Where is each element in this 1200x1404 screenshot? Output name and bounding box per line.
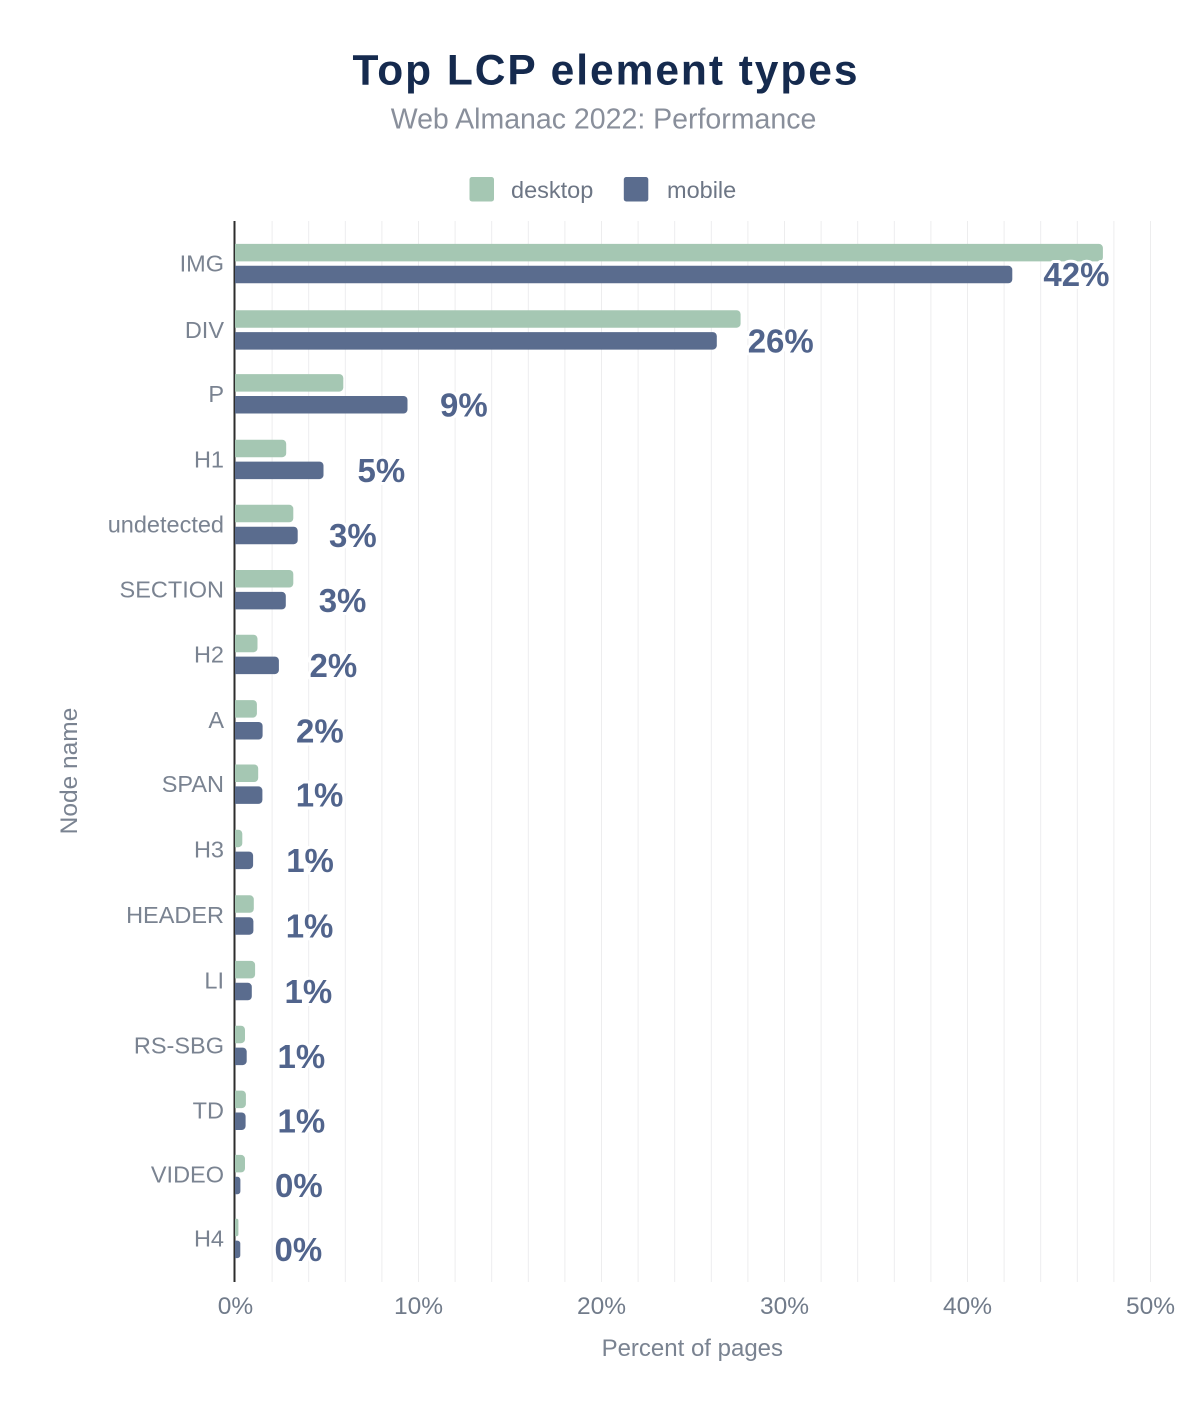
- svg-text:Web Almanac 2022: Performance: Web Almanac 2022: Performance: [391, 104, 817, 136]
- svg-text:undetected: undetected: [108, 512, 224, 538]
- svg-text:RS-SBG: RS-SBG: [134, 1032, 224, 1058]
- svg-text:1%: 1%: [278, 1103, 326, 1140]
- svg-text:SPAN: SPAN: [162, 771, 224, 797]
- svg-text:IMG: IMG: [180, 251, 224, 277]
- svg-text:SECTION: SECTION: [120, 577, 224, 603]
- svg-text:2%: 2%: [310, 647, 358, 684]
- svg-text:10%: 10%: [394, 1293, 443, 1320]
- svg-text:P: P: [208, 381, 224, 407]
- svg-text:0%: 0%: [275, 1167, 323, 1204]
- svg-text:5%: 5%: [358, 452, 406, 489]
- svg-text:2%: 2%: [296, 712, 344, 749]
- svg-text:20%: 20%: [577, 1293, 626, 1320]
- svg-text:Percent of pages: Percent of pages: [602, 1335, 783, 1362]
- svg-text:A: A: [208, 707, 224, 733]
- svg-text:0%: 0%: [218, 1293, 253, 1320]
- svg-text:Node name: Node name: [56, 708, 83, 835]
- svg-text:HEADER: HEADER: [126, 902, 224, 928]
- svg-text:LI: LI: [204, 968, 224, 994]
- svg-text:3%: 3%: [319, 582, 367, 619]
- svg-text:VIDEO: VIDEO: [151, 1162, 224, 1188]
- svg-text:H4: H4: [194, 1225, 224, 1251]
- svg-text:1%: 1%: [286, 908, 334, 945]
- svg-text:30%: 30%: [760, 1293, 809, 1320]
- svg-text:3%: 3%: [329, 517, 377, 554]
- svg-text:26%: 26%: [748, 322, 814, 359]
- svg-text:H1: H1: [194, 446, 224, 472]
- svg-text:mobile: mobile: [667, 177, 736, 203]
- svg-text:1%: 1%: [286, 842, 334, 879]
- svg-text:H2: H2: [194, 641, 224, 667]
- svg-text:H3: H3: [194, 836, 224, 862]
- svg-text:1%: 1%: [278, 1038, 326, 1075]
- svg-text:42%: 42%: [1043, 256, 1109, 293]
- svg-text:1%: 1%: [285, 973, 333, 1010]
- svg-text:TD: TD: [193, 1097, 224, 1123]
- svg-text:50%: 50%: [1126, 1293, 1175, 1320]
- svg-text:0%: 0%: [275, 1231, 323, 1268]
- svg-text:9%: 9%: [440, 386, 488, 423]
- svg-text:desktop: desktop: [511, 177, 593, 203]
- svg-text:40%: 40%: [943, 1293, 992, 1320]
- svg-text:Top LCP element types: Top LCP element types: [353, 48, 860, 95]
- svg-text:1%: 1%: [296, 777, 344, 814]
- svg-text:DIV: DIV: [185, 317, 225, 343]
